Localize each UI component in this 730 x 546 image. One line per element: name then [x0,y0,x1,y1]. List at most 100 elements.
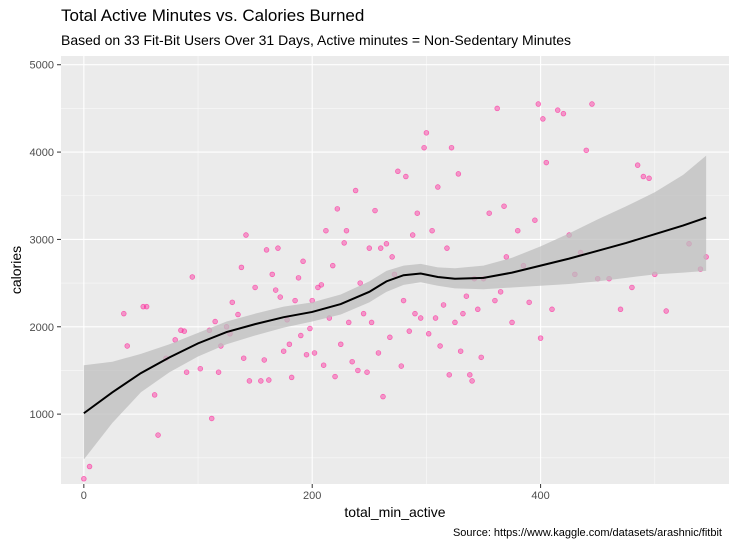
y-tick-label: 5000 [30,60,54,72]
data-point [515,227,521,234]
x-axis-title: total_min_active [344,504,445,520]
data-point [341,240,347,246]
data-point [478,354,484,361]
data-point [432,315,439,321]
data-point [280,348,287,354]
data-point [330,262,336,269]
data-point [272,287,279,293]
data-point [435,184,441,190]
data-point [437,343,443,349]
data-point [380,393,386,400]
data-point [307,325,313,332]
y-axis-title: calories [8,246,24,294]
data-point [425,331,432,337]
data-point [212,318,218,325]
data-point [423,130,430,136]
data-point [303,351,310,358]
data-point [377,245,384,251]
data-point [486,210,492,216]
data-point [383,241,390,247]
data-point [448,144,455,151]
data-point [288,374,295,381]
data-point [509,319,515,326]
minor-gridlines [61,56,729,484]
data-point [215,369,222,375]
data-point [292,297,298,304]
x-tick-label: 200 [303,490,321,502]
data-point [583,147,590,154]
data-point [238,264,245,271]
data-point [535,101,542,107]
data-point [81,476,87,482]
chart-title: Total Active Minutes vs. Calories Burned [61,6,365,25]
data-point [300,258,306,265]
data-point [455,171,462,177]
data-point [629,284,635,291]
data-point [277,294,283,300]
data-point [452,319,458,326]
data-point [286,341,293,347]
data-point [332,373,338,380]
data-point [540,116,546,122]
data-point [252,284,258,291]
data-point [320,362,327,368]
data-point [503,254,510,260]
data-point [532,217,538,223]
data-point [298,332,304,339]
data-point [269,271,275,278]
data-point [469,378,475,384]
data-point [526,299,532,306]
data-point [475,306,481,313]
data-point [197,365,204,372]
data-point [403,173,409,180]
data-point [543,159,550,166]
data-point [368,319,375,326]
data-point [634,162,641,168]
y-tick-label: 2000 [30,322,54,334]
data-point [640,173,647,180]
data-point [463,293,470,299]
data-point [444,245,450,251]
data-point [311,350,318,356]
data-point [440,302,447,308]
data-point [446,372,452,378]
data-point [414,210,421,216]
data-point [537,335,544,341]
data-point [275,245,281,251]
data-point [266,377,272,383]
data-point [151,392,158,398]
data-point [501,203,507,209]
y-tick-label: 3000 [30,234,54,246]
data-point [398,363,405,369]
data-point [409,232,416,238]
y-tick-label: 1000 [30,409,54,421]
y-tick-label: 4000 [30,147,54,159]
data-point [338,341,344,347]
data-point [421,144,427,151]
data-point [261,357,268,363]
data-point [355,367,361,374]
data-point [323,227,329,234]
data-point [360,310,367,317]
data-point [263,247,270,253]
x-tick-label: 400 [531,490,549,502]
data-point [183,369,190,375]
data-point [246,378,253,384]
data-point [375,350,382,356]
x-tick-label: 0 [81,490,87,502]
data-point [181,328,188,334]
chart-subtitle: Based on 33 Fit-Bit Users Over 31 Days, … [61,32,572,48]
data-point [155,432,161,438]
data-point [240,355,247,361]
data-point [646,175,652,182]
data-point [457,348,464,354]
data-point [334,206,341,212]
data-point [121,310,127,317]
data-point [387,334,393,341]
smooth-trend-line [83,216,707,415]
data-point [492,297,498,304]
data-point [372,207,378,214]
data-point [389,254,395,260]
data-point [208,415,215,422]
